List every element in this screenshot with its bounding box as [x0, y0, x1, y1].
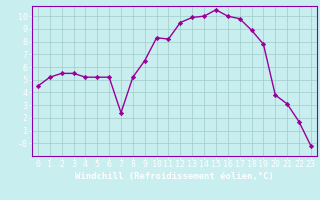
X-axis label: Windchill (Refroidissement éolien,°C): Windchill (Refroidissement éolien,°C)	[75, 172, 274, 181]
